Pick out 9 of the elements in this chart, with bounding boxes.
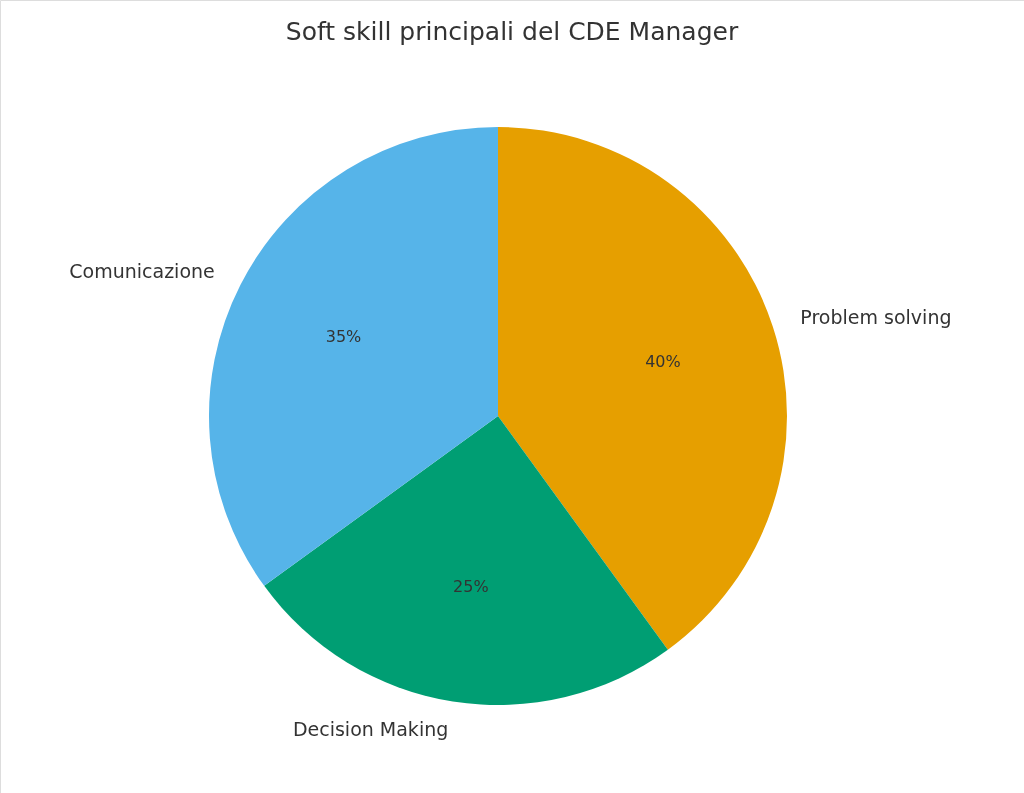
pie-slice [264, 416, 668, 705]
slice-label: Decision Making [292, 717, 449, 740]
data-label: 35% [325, 327, 362, 347]
slice-label: Problem solving [800, 305, 952, 328]
data-label: 25% [453, 577, 489, 597]
chart-title: Soft skill principali del CDE Manager [285, 17, 739, 46]
data-label: 40% [645, 352, 681, 372]
pie-slice [498, 127, 787, 650]
slice-label: Comunicazione [69, 259, 215, 282]
